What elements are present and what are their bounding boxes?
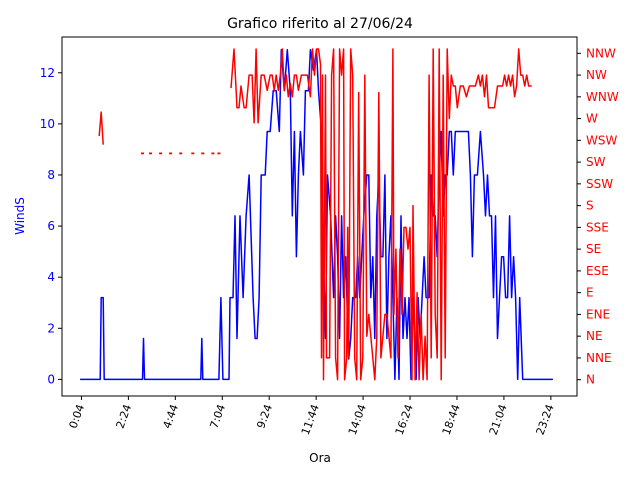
y-right-tick-label: SSW — [586, 177, 613, 191]
chart-title: Grafico riferito al 27/06/24 — [227, 16, 413, 32]
wind-direction-line — [230, 48, 532, 381]
wind-direction-line — [98, 111, 104, 145]
y-left-tick-label: 4 — [47, 270, 55, 284]
plot-area — [61, 36, 578, 397]
y-right-tick-label: W — [586, 112, 598, 126]
y-right-tick-label: WSW — [586, 133, 617, 147]
plot-frame — [61, 36, 578, 397]
y-right-tick-label: NE — [586, 329, 603, 343]
y-right-tick-label: NW — [586, 68, 607, 82]
y-axis-right: N NNE NE ENE E ESE SE SSE S SSW SW WSW W WNW NW NNW — [577, 46, 619, 387]
y-right-tick-label: SSE — [586, 220, 609, 234]
wind-speed-series — [80, 49, 553, 381]
y-right-tick-label: WNW — [586, 90, 619, 104]
y-left-tick-label: 10 — [40, 117, 55, 131]
y-right-tick-label: S — [586, 199, 594, 213]
y-right-tick-label: SW — [586, 155, 606, 169]
y-axis-left-label: WindS — [13, 197, 27, 235]
y-right-tick-label: ESE — [586, 264, 609, 278]
x-axis-label: Ora — [309, 451, 331, 465]
y-left-tick-label: 6 — [47, 219, 55, 233]
y-right-tick-label: E — [586, 286, 594, 300]
y-right-tick-label: NNE — [586, 351, 612, 365]
y-left-tick-label: 0 — [47, 372, 55, 386]
y-axis-left: 0 2 4 6 8 10 12 — [40, 66, 62, 386]
y-left-tick-label: 2 — [47, 321, 55, 335]
y-left-tick-label: 8 — [47, 168, 55, 182]
y-left-tick-label: 12 — [40, 66, 55, 80]
y-right-tick-label: SE — [586, 242, 601, 256]
y-right-tick-label: N — [586, 373, 595, 387]
y-right-tick-label: ENE — [586, 307, 610, 321]
wind-direction-series — [98, 48, 532, 381]
y-right-tick-label: NNW — [586, 46, 616, 60]
wind-speed-line — [80, 49, 553, 381]
